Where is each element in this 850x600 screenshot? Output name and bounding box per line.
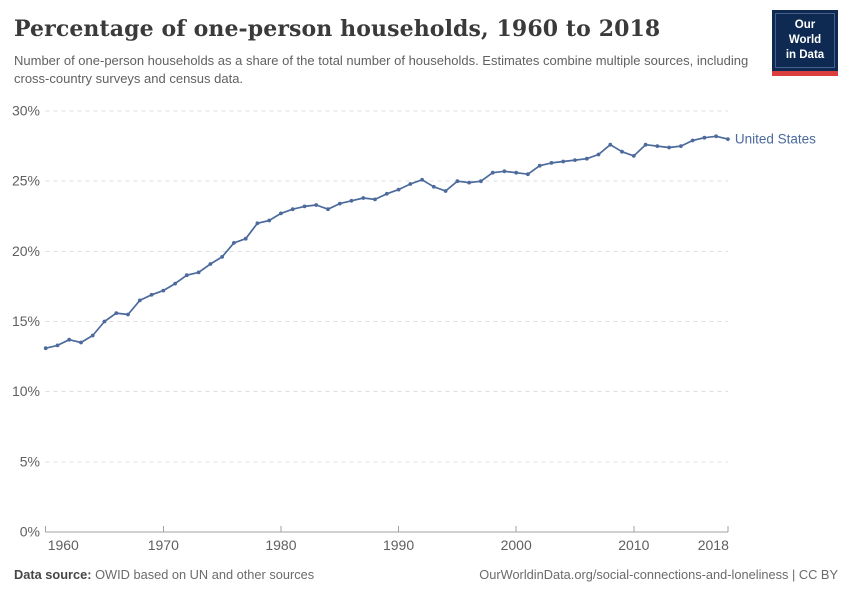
data-point[interactable] [655, 144, 660, 149]
y-tick-label: 10% [12, 383, 40, 399]
data-point[interactable] [361, 196, 366, 200]
data-point[interactable] [631, 154, 636, 158]
data-point[interactable] [43, 346, 48, 351]
owid-logo[interactable]: Our World in Data [772, 10, 838, 76]
data-source-label: Data source: [14, 567, 92, 582]
logo-box: Our World in Data [772, 10, 838, 71]
x-tick-label: 2000 [501, 537, 532, 553]
data-point[interactable] [726, 137, 730, 142]
data-source: Data source: OWID based on UN and other … [14, 567, 314, 582]
y-tick-label: 15% [12, 313, 40, 329]
data-point[interactable] [667, 145, 671, 150]
data-point[interactable] [208, 262, 213, 266]
y-tick-label: 25% [12, 173, 40, 189]
data-point[interactable] [220, 255, 225, 259]
data-point[interactable] [561, 159, 566, 164]
data-point[interactable] [243, 236, 248, 241]
data-point[interactable] [455, 179, 460, 184]
chart-footer: Data source: OWID based on UN and other … [0, 567, 850, 582]
data-point[interactable] [67, 337, 72, 342]
y-tick-label: 0% [20, 524, 40, 540]
data-point[interactable] [314, 203, 319, 207]
logo-text: Our World in Data [775, 13, 835, 68]
data-point[interactable] [526, 172, 530, 177]
x-tick-label: 2018 [698, 537, 729, 553]
data-point[interactable] [420, 177, 424, 182]
data-point[interactable] [679, 144, 683, 149]
data-point[interactable] [232, 241, 236, 245]
data-point[interactable] [596, 152, 601, 157]
owid-url-link[interactable]: OurWorldinData.org/social-connections-an… [479, 567, 838, 582]
data-point[interactable] [443, 189, 448, 193]
series-line[interactable] [44, 135, 729, 350]
data-point[interactable] [490, 170, 495, 175]
x-tick-label: 2010 [618, 537, 649, 553]
data-point[interactable] [55, 343, 60, 348]
data-point[interactable] [326, 207, 330, 212]
data-point[interactable] [349, 198, 354, 203]
data-point[interactable] [643, 142, 648, 147]
data-point[interactable] [467, 180, 471, 185]
data-point[interactable] [502, 169, 507, 174]
data-point[interactable] [714, 134, 718, 139]
data-point[interactable] [384, 191, 389, 196]
chart-subtitle: Number of one-person households as a sha… [14, 53, 749, 87]
data-point[interactable] [196, 270, 201, 275]
series-label: United States [735, 132, 816, 147]
data-point[interactable] [479, 179, 483, 184]
data-point[interactable] [537, 163, 542, 168]
data-point[interactable] [431, 184, 436, 189]
data-point[interactable] [79, 340, 83, 345]
data-point[interactable] [549, 161, 554, 165]
data-point[interactable] [90, 333, 95, 338]
logo-line2: in Data [785, 48, 825, 61]
data-point[interactable] [173, 281, 178, 286]
data-point[interactable] [161, 288, 166, 293]
data-point[interactable] [690, 138, 695, 143]
data-point[interactable] [137, 298, 142, 303]
data-point[interactable] [302, 204, 307, 209]
data-point[interactable] [267, 218, 272, 223]
data-point[interactable] [279, 211, 283, 216]
data-source-text: OWID based on UN and other sources [91, 567, 315, 582]
data-point[interactable] [620, 149, 624, 154]
data-point[interactable] [514, 170, 519, 175]
x-tick-label: 1960 [48, 537, 79, 553]
page-title: Percentage of one-person households, 196… [14, 16, 661, 42]
data-point[interactable] [337, 201, 342, 206]
y-tick-label: 30% [12, 103, 40, 119]
data-point[interactable] [290, 207, 295, 212]
data-point[interactable] [126, 312, 130, 317]
data-point[interactable] [102, 319, 107, 324]
data-point[interactable] [184, 273, 189, 278]
y-tick-label: 20% [12, 243, 40, 259]
x-tick-label: 1970 [148, 537, 179, 553]
y-tick-label: 5% [20, 453, 40, 469]
data-point[interactable] [149, 292, 154, 297]
data-point[interactable] [255, 221, 260, 226]
data-point[interactable] [396, 187, 401, 192]
data-point[interactable] [608, 142, 613, 147]
data-point[interactable] [573, 158, 577, 163]
data-point[interactable] [702, 135, 707, 140]
data-point[interactable] [114, 311, 119, 315]
data-point[interactable] [373, 197, 377, 202]
data-point[interactable] [584, 156, 589, 161]
x-tick-label: 1980 [265, 537, 296, 553]
data-point[interactable] [408, 182, 413, 186]
logo-accent-bar [772, 70, 838, 76]
logo-line1: Our World [788, 19, 822, 46]
x-tick-label: 1990 [383, 537, 414, 553]
